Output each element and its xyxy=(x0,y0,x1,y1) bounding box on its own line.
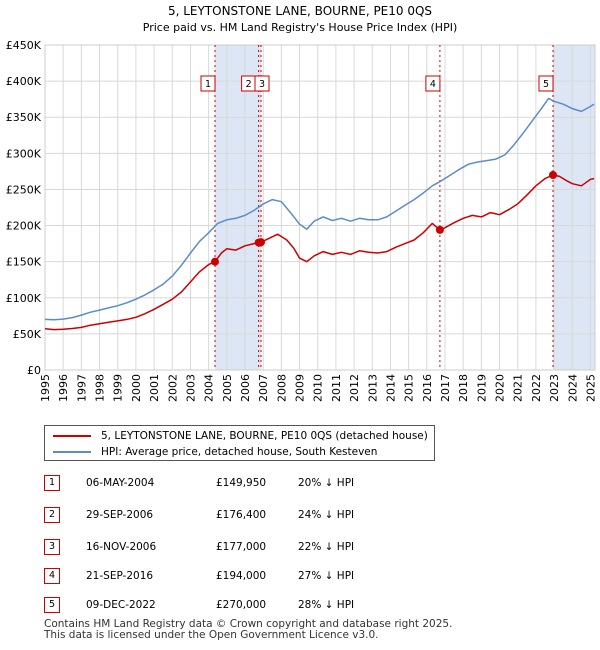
y-tick-label: £0 xyxy=(27,364,41,377)
x-tick-label: 2011 xyxy=(330,374,343,402)
sale-number-label: 1 xyxy=(205,79,211,90)
y-tick-label: £150K xyxy=(6,256,42,269)
x-tick-label: 1996 xyxy=(57,374,70,402)
footer-copyright: Contains HM Land Registry data © Crown c… xyxy=(44,618,453,630)
sale-number-box xyxy=(425,75,441,92)
y-tick-label: £250K xyxy=(6,183,42,196)
footer-license: This data is licensed under the Open Gov… xyxy=(44,629,379,641)
sale-number-box xyxy=(538,75,554,92)
table-row: 3 16-NOV-2006 £177,000 22% ↓ HPI xyxy=(44,537,464,557)
sale-number-label: 5 xyxy=(543,79,549,90)
x-tick-label: 2016 xyxy=(421,374,434,402)
sale-date: 16-NOV-2006 xyxy=(86,541,157,553)
sale-date: 09-DEC-2022 xyxy=(86,599,156,611)
sale-number-label: 2 xyxy=(246,79,252,90)
x-tick-label: 1995 xyxy=(39,374,52,402)
x-tick-label: 2023 xyxy=(548,374,561,402)
x-tick-label: 2013 xyxy=(366,374,379,402)
sale-hpi-diff: 22% ↓ HPI xyxy=(298,541,355,553)
sale-date: 06-MAY-2004 xyxy=(86,477,155,489)
y-tick-label: £450K xyxy=(6,39,42,52)
sale-number-badge: 3 xyxy=(44,539,60,555)
sale-price: £270,000 xyxy=(216,599,267,611)
plot-border xyxy=(44,44,596,371)
chart-legend: 5, LEYTONSTONE LANE, BOURNE, PE10 0QS (d… xyxy=(44,425,435,461)
x-tick-label: 2019 xyxy=(475,374,488,402)
hpi-line xyxy=(44,97,595,321)
x-tick-label: 2000 xyxy=(130,374,143,402)
x-tick-label: 2009 xyxy=(294,374,307,402)
sale-date: 21-SEP-2016 xyxy=(86,570,154,582)
y-tick-label: £350K xyxy=(6,111,42,124)
property-price-line xyxy=(44,174,595,331)
sale-hpi-diff: 20% ↓ HPI xyxy=(298,477,355,489)
sale-number-badge: 4 xyxy=(44,568,60,584)
x-tick-label: 2020 xyxy=(494,374,507,402)
x-tick-label: 2018 xyxy=(457,374,470,402)
legend-swatch-hpi xyxy=(53,451,91,453)
x-tick-label: 2010 xyxy=(312,374,325,402)
chart-title: 5, LEYTONSTONE LANE, BOURNE, PE10 0QS xyxy=(168,4,432,18)
x-tick-label: 2004 xyxy=(203,374,216,402)
chart-subtitle: Price paid vs. HM Land Registry's House … xyxy=(143,21,458,34)
sale-number-label: 3 xyxy=(259,79,265,90)
table-row: 4 21-SEP-2016 £194,000 27% ↓ HPI xyxy=(44,566,464,586)
legend-item-hpi: HPI: Average price, detached house, Sout… xyxy=(53,445,377,459)
table-row: 2 29-SEP-2006 £176,400 24% ↓ HPI xyxy=(44,505,464,525)
sale-point xyxy=(549,171,557,179)
sale-period-shade xyxy=(553,45,595,370)
y-tick-label: £200K xyxy=(6,220,42,233)
legend-item-property: 5, LEYTONSTONE LANE, BOURNE, PE10 0QS (d… xyxy=(53,429,428,443)
x-tick-label: 2007 xyxy=(257,374,270,402)
sale-number-badge: 5 xyxy=(44,597,60,613)
x-tick-label: 2015 xyxy=(403,374,416,402)
x-tick-label: 2014 xyxy=(384,374,397,402)
sale-price: £149,950 xyxy=(216,477,267,489)
legend-label-property: 5, LEYTONSTONE LANE, BOURNE, PE10 0QS (d… xyxy=(101,430,428,442)
x-tick-label: 2017 xyxy=(439,374,452,402)
table-row: 1 06-MAY-2004 £149,950 20% ↓ HPI xyxy=(44,473,464,493)
footer-attribution: Contains HM Land Registry data © Crown c… xyxy=(44,619,452,641)
sale-price: £177,000 xyxy=(216,541,267,553)
x-tick-label: 2001 xyxy=(148,374,161,402)
x-tick-label: 2022 xyxy=(530,374,543,402)
sale-number-box xyxy=(200,75,216,92)
x-tick-label: 1997 xyxy=(75,374,88,402)
sale-price: £176,400 xyxy=(216,509,267,521)
sale-date: 29-SEP-2006 xyxy=(86,509,154,521)
sale-period-shade xyxy=(215,45,261,370)
sale-point xyxy=(435,225,444,234)
x-tick-label: 2021 xyxy=(512,374,525,402)
table-row: 5 09-DEC-2022 £270,000 28% ↓ HPI xyxy=(44,595,464,615)
sale-price: £194,000 xyxy=(216,570,267,582)
price-chart: 5, LEYTONSTONE LANE, BOURNE, PE10 0QS Pr… xyxy=(6,4,598,402)
x-tick-label: 2025 xyxy=(584,374,597,402)
x-tick-label: 2024 xyxy=(566,374,579,402)
x-tick-label: 2005 xyxy=(221,374,234,402)
plot-area xyxy=(45,45,595,370)
x-tick-label: 2008 xyxy=(275,374,288,402)
sale-hpi-diff: 27% ↓ HPI xyxy=(298,570,355,582)
x-tick-label: 2006 xyxy=(239,374,252,402)
sale-hpi-diff: 24% ↓ HPI xyxy=(298,509,355,521)
y-tick-label: £100K xyxy=(6,292,42,305)
legend-swatch-property xyxy=(53,435,91,437)
sale-point xyxy=(211,257,219,266)
y-tick-label: £300K xyxy=(6,147,42,160)
sale-number-box xyxy=(254,75,270,92)
sale-number-badge: 2 xyxy=(44,507,60,523)
x-tick-label: 2002 xyxy=(166,374,179,402)
x-tick-label: 2003 xyxy=(184,374,197,402)
sale-number-label: 4 xyxy=(430,79,436,90)
x-tick-label: 1998 xyxy=(94,374,107,402)
sale-hpi-diff: 28% ↓ HPI xyxy=(298,599,355,611)
y-tick-label: £50K xyxy=(13,328,42,341)
y-tick-label: £400K xyxy=(6,75,42,88)
sale-number-badge: 1 xyxy=(44,475,60,491)
x-tick-label: 1999 xyxy=(112,374,125,402)
legend-label-hpi: HPI: Average price, detached house, Sout… xyxy=(101,446,378,458)
x-tick-label: 2012 xyxy=(348,374,361,402)
sale-point xyxy=(257,238,265,247)
